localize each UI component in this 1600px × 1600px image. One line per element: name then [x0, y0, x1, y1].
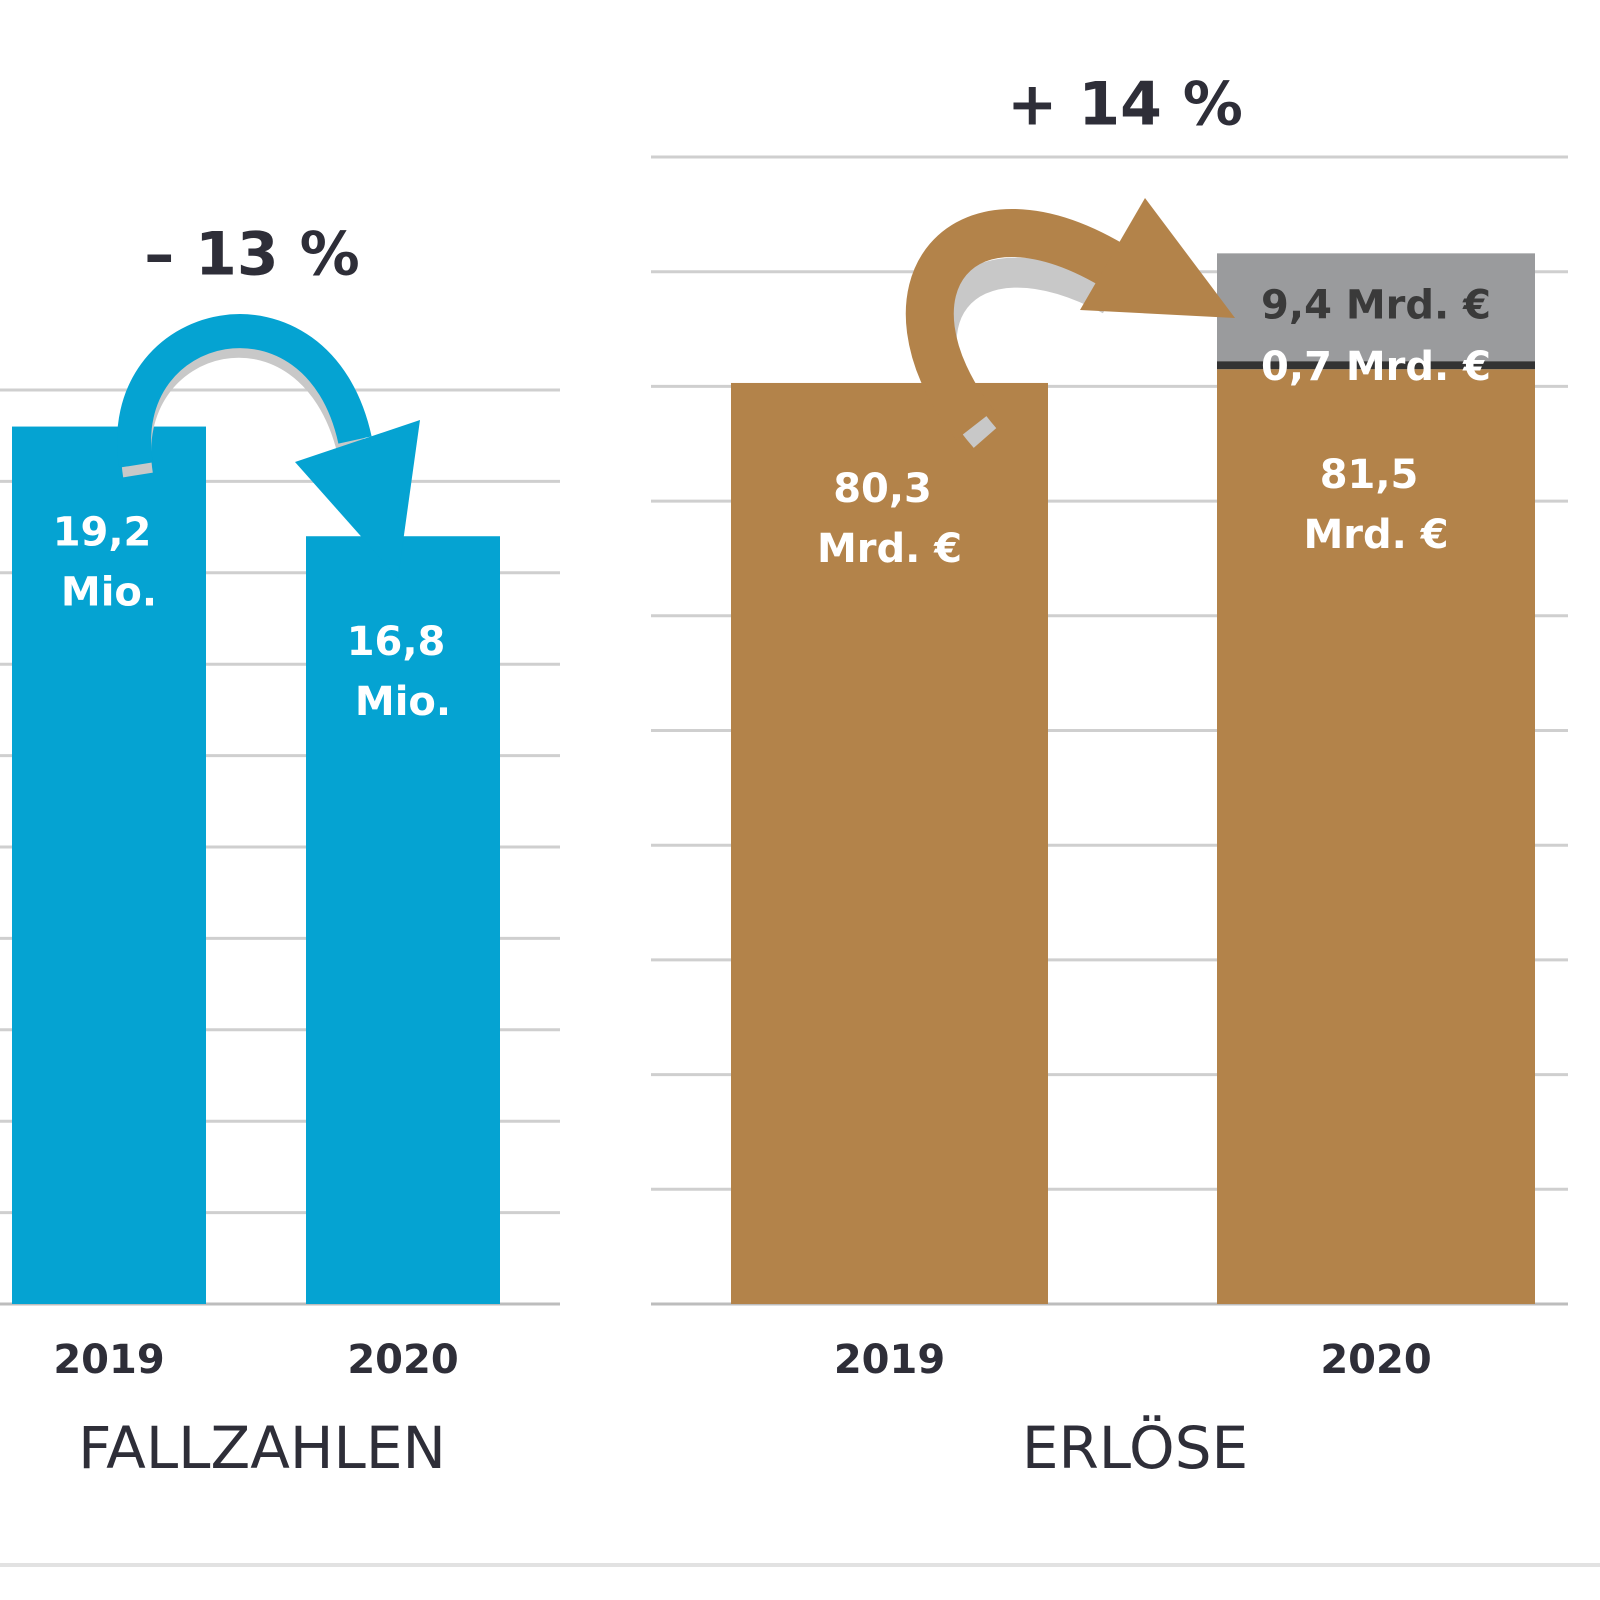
- x-tick-label: 2019: [53, 1337, 164, 1383]
- value-label: 16,8 Mio.: [347, 619, 460, 725]
- arrow-head: [295, 420, 420, 578]
- value-label-line: 80,3: [833, 466, 946, 512]
- bar-segment: [306, 536, 500, 1304]
- labels: 19,2 Mio. 2019 16,8 Mio. 2020 FALLZAHLEN – 13…: [53, 70, 1491, 1483]
- decrease-arrow: [117, 314, 420, 578]
- value-label: 9,4 Mrd. €: [1261, 282, 1491, 328]
- value-label-line: Mio.: [61, 570, 157, 616]
- value-label: 0,7 Mrd. €: [1261, 344, 1491, 390]
- value-label: 81,5 Mrd. €: [1303, 452, 1448, 558]
- value-label: 19,2 Mio.: [53, 510, 166, 616]
- bar-segment: [731, 382, 1048, 1305]
- x-tick-label: 2019: [834, 1337, 945, 1383]
- value-label-line: Mrd. €: [817, 526, 962, 572]
- chart-title: ERLÖSE: [1022, 1414, 1248, 1482]
- chart-title: FALLZAHLEN: [78, 1414, 446, 1482]
- change-annotation: – 13 %: [144, 220, 359, 290]
- value-label: 80,3 Mrd. €: [817, 466, 962, 572]
- bar-segment: [1217, 361, 1535, 370]
- bar-segment: [1217, 253, 1535, 362]
- bar-segment: [1217, 369, 1535, 1304]
- x-tick-label: 2020: [347, 1337, 458, 1383]
- value-label-line: 81,5: [1320, 452, 1433, 498]
- change-annotation: + 14 %: [1007, 70, 1243, 140]
- value-label-line: Mrd. €: [1303, 512, 1448, 558]
- increase-arrow: [905, 198, 1235, 448]
- arrow-body: [905, 209, 1133, 440]
- value-label-line: Mio.: [355, 679, 451, 725]
- bars: [12, 253, 1535, 1305]
- value-label-line: 16,8: [347, 619, 460, 665]
- value-label-line: 19,2: [53, 510, 166, 556]
- arrow-head: [1080, 198, 1235, 318]
- arrow-body: [117, 314, 372, 468]
- bar-segment: [12, 426, 206, 1304]
- x-tick-label: 2020: [1320, 1337, 1431, 1383]
